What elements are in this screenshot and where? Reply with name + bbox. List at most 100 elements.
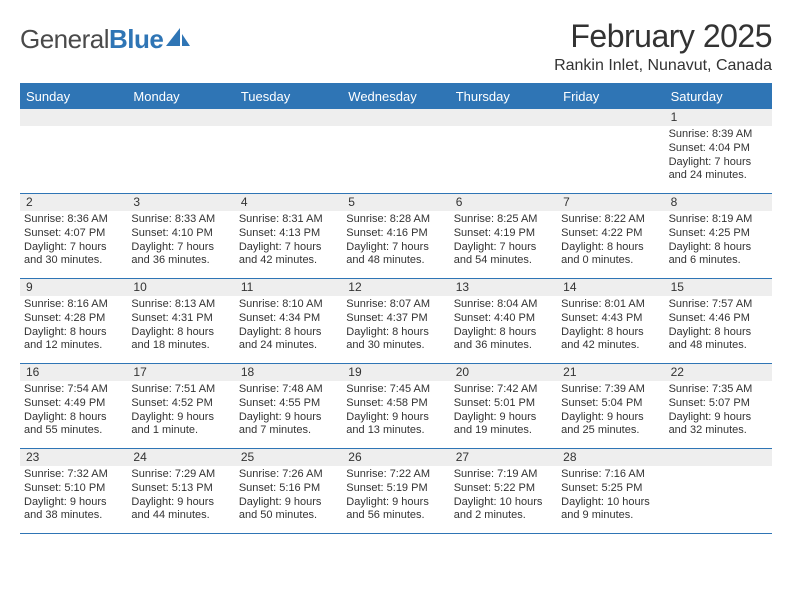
daylight-text: Daylight: 7 hours and 54 minutes. bbox=[454, 241, 553, 269]
daylight-text: Daylight: 9 hours and 38 minutes. bbox=[24, 496, 123, 524]
day-number: 27 bbox=[450, 449, 557, 466]
calendar-week: 16 Sunrise: 7:54 AMSunset: 4:49 PMDayligh… bbox=[20, 364, 772, 449]
sunset-text: Sunset: 4:43 PM bbox=[561, 312, 660, 326]
daylight-text: Daylight: 9 hours and 56 minutes. bbox=[346, 496, 445, 524]
daylight-text: Daylight: 8 hours and 36 minutes. bbox=[454, 326, 553, 354]
sunset-text: Sunset: 4:34 PM bbox=[239, 312, 338, 326]
calendar-day-empty bbox=[20, 109, 127, 193]
location-text: Rankin Inlet, Nunavut, Canada bbox=[554, 57, 772, 75]
sunrise-text: Sunrise: 8:36 AM bbox=[24, 213, 123, 227]
sunrise-text: Sunrise: 8:01 AM bbox=[561, 298, 660, 312]
calendar-day-empty bbox=[450, 109, 557, 193]
sunrise-text: Sunrise: 7:35 AM bbox=[669, 383, 768, 397]
sunset-text: Sunset: 4:10 PM bbox=[131, 227, 230, 241]
daylight-text: Daylight: 8 hours and 24 minutes. bbox=[239, 326, 338, 354]
daylight-text: Daylight: 7 hours and 48 minutes. bbox=[346, 241, 445, 269]
calendar-week: 1Sunrise: 8:39 AMSunset: 4:04 PMDaylight… bbox=[20, 109, 772, 194]
calendar-day: 9Sunrise: 8:16 AMSunset: 4:28 PMDaylight… bbox=[20, 279, 127, 363]
sunset-text: Sunset: 4:49 PM bbox=[24, 397, 123, 411]
sunset-text: Sunset: 4:37 PM bbox=[346, 312, 445, 326]
calendar-week: 23Sunrise: 7:32 AMSunset: 5:10 PMDayligh… bbox=[20, 449, 772, 534]
calendar-day: 18Sunrise: 7:48 AMSunset: 4:55 PMDayligh… bbox=[235, 364, 342, 448]
weekday-col: Monday bbox=[127, 84, 234, 109]
sunrise-text: Sunrise: 7:39 AM bbox=[561, 383, 660, 397]
sunset-text: Sunset: 5:19 PM bbox=[346, 482, 445, 496]
calendar-day: 5Sunrise: 8:28 AMSunset: 4:16 PMDaylight… bbox=[342, 194, 449, 278]
weeks-container: 1Sunrise: 8:39 AMSunset: 4:04 PMDaylight… bbox=[20, 109, 772, 534]
calendar-day-empty bbox=[342, 109, 449, 193]
sunrise-text: Sunrise: 7:22 AM bbox=[346, 468, 445, 482]
calendar-day: 10Sunrise: 8:13 AMSunset: 4:31 PMDayligh… bbox=[127, 279, 234, 363]
daylight-text: Daylight: 8 hours and 18 minutes. bbox=[131, 326, 230, 354]
sunset-text: Sunset: 4:04 PM bbox=[669, 142, 768, 156]
calendar-day: 26 Sunrise: 7:22 AMSunset: 5:19 PMDayligh… bbox=[342, 449, 449, 533]
calendar-day: 24Sunrise: 7:29 AMSunset: 5:13 PMDayligh… bbox=[127, 449, 234, 533]
day-number: 2 bbox=[20, 194, 127, 211]
daylight-text: Daylight: 8 hours and 55 minutes. bbox=[24, 411, 123, 439]
calendar-day: 7Sunrise: 8:22 AMSunset: 4:22 PMDaylight… bbox=[557, 194, 664, 278]
day-number-empty bbox=[557, 109, 664, 126]
brand-logo: GeneralBlue bbox=[20, 24, 192, 55]
calendar-day-empty bbox=[557, 109, 664, 193]
calendar-day: 17Sunrise: 7:51 AMSunset: 4:52 PMDayligh… bbox=[127, 364, 234, 448]
sail-icon bbox=[166, 28, 192, 53]
day-number: 21 bbox=[557, 364, 664, 381]
daylight-text: Daylight: 8 hours and 30 minutes. bbox=[346, 326, 445, 354]
sunset-text: Sunset: 4:46 PM bbox=[669, 312, 768, 326]
day-number: 25 bbox=[235, 449, 342, 466]
daylight-text: Daylight: 7 hours and 30 minutes. bbox=[24, 241, 123, 269]
calendar-day: 23Sunrise: 7:32 AMSunset: 5:10 PMDayligh… bbox=[20, 449, 127, 533]
weekday-col: Friday bbox=[557, 84, 664, 109]
day-number: 1 bbox=[665, 109, 772, 126]
sunset-text: Sunset: 4:22 PM bbox=[561, 227, 660, 241]
calendar-day: 12Sunrise: 8:07 AMSunset: 4:37 PMDayligh… bbox=[342, 279, 449, 363]
weekday-col: Wednesday bbox=[342, 84, 449, 109]
day-number: 26 bbox=[342, 449, 449, 466]
calendar-day-empty bbox=[235, 109, 342, 193]
weekday-col: Saturday bbox=[665, 84, 772, 109]
day-number: 8 bbox=[665, 194, 772, 211]
calendar-day: 13Sunrise: 8:04 AMSunset: 4:40 PMDayligh… bbox=[450, 279, 557, 363]
day-number-empty bbox=[127, 109, 234, 126]
calendar-week: 2Sunrise: 8:36 AMSunset: 4:07 PMDaylight… bbox=[20, 194, 772, 279]
brand-word1: General bbox=[20, 24, 109, 54]
sunrise-text: Sunrise: 7:26 AM bbox=[239, 468, 338, 482]
brand-word2: Blue bbox=[109, 24, 163, 54]
brand-text: GeneralBlue bbox=[20, 24, 163, 55]
weekday-col: Thursday bbox=[450, 84, 557, 109]
page-header: GeneralBlue February 2025 Rankin Inlet, … bbox=[20, 18, 772, 75]
day-number: 20 bbox=[450, 364, 557, 381]
sunrise-text: Sunrise: 7:54 AM bbox=[24, 383, 123, 397]
sunrise-text: Sunrise: 8:33 AM bbox=[131, 213, 230, 227]
calendar-day: 25Sunrise: 7:26 AMSunset: 5:16 PMDayligh… bbox=[235, 449, 342, 533]
sunrise-text: Sunrise: 8:16 AM bbox=[24, 298, 123, 312]
sunset-text: Sunset: 5:01 PM bbox=[454, 397, 553, 411]
sunrise-text: Sunrise: 8:04 AM bbox=[454, 298, 553, 312]
sunrise-text: Sunrise: 8:25 AM bbox=[454, 213, 553, 227]
sunrise-text: Sunrise: 7:42 AM bbox=[454, 383, 553, 397]
sunset-text: Sunset: 5:13 PM bbox=[131, 482, 230, 496]
sunset-text: Sunset: 4:07 PM bbox=[24, 227, 123, 241]
weekday-col: Tuesday bbox=[235, 84, 342, 109]
sunrise-text: Sunrise: 8:19 AM bbox=[669, 213, 768, 227]
weekday-col: Sunday bbox=[20, 84, 127, 109]
daylight-text: Daylight: 10 hours and 2 minutes. bbox=[454, 496, 553, 524]
day-number: 14 bbox=[557, 279, 664, 296]
daylight-text: Daylight: 7 hours and 24 minutes. bbox=[669, 156, 768, 184]
sunset-text: Sunset: 5:25 PM bbox=[561, 482, 660, 496]
day-number: 16 bbox=[20, 364, 127, 381]
day-number-empty bbox=[342, 109, 449, 126]
day-number: 23 bbox=[20, 449, 127, 466]
day-number: 3 bbox=[127, 194, 234, 211]
sunset-text: Sunset: 5:07 PM bbox=[669, 397, 768, 411]
sunrise-text: Sunrise: 8:10 AM bbox=[239, 298, 338, 312]
daylight-text: Daylight: 10 hours and 9 minutes. bbox=[561, 496, 660, 524]
sunrise-text: Sunrise: 7:57 AM bbox=[669, 298, 768, 312]
sunset-text: Sunset: 4:19 PM bbox=[454, 227, 553, 241]
calendar-day: 21Sunrise: 7:39 AMSunset: 5:04 PMDayligh… bbox=[557, 364, 664, 448]
calendar-day: 11Sunrise: 8:10 AMSunset: 4:34 PMDayligh… bbox=[235, 279, 342, 363]
daylight-text: Daylight: 8 hours and 12 minutes. bbox=[24, 326, 123, 354]
daylight-text: Daylight: 8 hours and 0 minutes. bbox=[561, 241, 660, 269]
sunrise-text: Sunrise: 7:45 AM bbox=[346, 383, 445, 397]
day-number: 6 bbox=[450, 194, 557, 211]
